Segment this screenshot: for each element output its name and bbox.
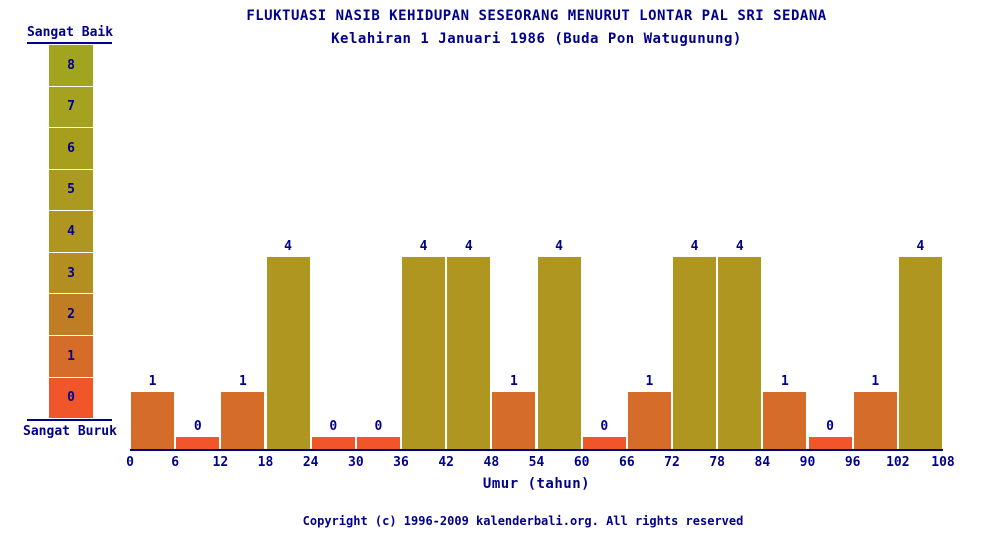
x-axis-tick-label: 48 bbox=[483, 455, 500, 470]
x-axis-tick-label: 18 bbox=[257, 455, 274, 470]
bar bbox=[131, 392, 175, 449]
x-axis-tick-label: 108 bbox=[931, 455, 955, 470]
bar-chart-plot: 1 0 1 4 0 0 4 4 1 4 0 1 4 4 1 0 1 4 0 6 12 18 24 30 36 42 48 54 60 66… bbox=[126, 57, 955, 470]
x-axis-tick-label: 66 bbox=[619, 455, 635, 470]
bar bbox=[537, 257, 581, 449]
bar-value-label: 4 bbox=[916, 239, 925, 254]
x-axis-tick-label: 0 bbox=[126, 455, 134, 470]
bar bbox=[311, 437, 355, 449]
x-axis-tick-label: 42 bbox=[438, 455, 454, 470]
legend-best-label: Sangat Baik bbox=[26, 25, 114, 40]
x-axis-tick-label: 36 bbox=[393, 455, 409, 470]
bar-value-label: 4 bbox=[464, 239, 473, 254]
bar bbox=[402, 257, 446, 449]
x-axis-tick-label: 12 bbox=[212, 455, 229, 470]
x-axis-tick-label: 6 bbox=[171, 455, 180, 470]
chart-subtitle: Kelahiran 1 Januari 1986 (Buda Pon Watug… bbox=[331, 31, 742, 47]
bar bbox=[447, 257, 491, 449]
bar bbox=[356, 437, 400, 449]
bar bbox=[176, 437, 220, 449]
bar bbox=[221, 392, 265, 449]
bar bbox=[763, 392, 807, 449]
bar-value-label: 1 bbox=[871, 374, 880, 389]
legend-cell-5: 5 bbox=[49, 169, 93, 211]
x-axis-tick-label: 84 bbox=[754, 455, 771, 470]
bar-value-label: 0 bbox=[329, 419, 338, 434]
bar bbox=[266, 257, 310, 449]
bar bbox=[673, 257, 717, 449]
copyright-text: Copyright (c) 1996-2009 kalenderbali.org… bbox=[302, 514, 744, 528]
bar bbox=[898, 257, 942, 449]
legend-cell-1: 1 bbox=[49, 335, 93, 377]
x-axis-tick-label: 54 bbox=[528, 455, 545, 470]
legend-cell-2: 2 bbox=[49, 294, 93, 335]
x-axis-tick-label: 78 bbox=[709, 455, 725, 470]
bar-value-label: 0 bbox=[193, 419, 202, 434]
legend-top-divider bbox=[27, 42, 112, 44]
x-axis-line bbox=[130, 449, 943, 451]
bar-value-label: 0 bbox=[600, 419, 609, 434]
bar-value-label: 1 bbox=[780, 374, 789, 389]
bar-value-label: 4 bbox=[284, 239, 292, 254]
bar bbox=[627, 392, 671, 449]
bar-value-label: 1 bbox=[238, 374, 247, 389]
legend-cell-3: 3 bbox=[49, 252, 93, 294]
x-axis-tick-label: 90 bbox=[799, 455, 816, 470]
bar-value-label: 4 bbox=[690, 239, 699, 254]
legend-cell-8: 8 bbox=[49, 45, 93, 86]
bar-value-label: 1 bbox=[148, 374, 157, 389]
bar-value-label: 0 bbox=[374, 419, 383, 434]
legend-cell-7: 7 bbox=[49, 86, 93, 128]
bar-value-label: 4 bbox=[419, 239, 428, 254]
bar-value-label: 4 bbox=[735, 239, 744, 254]
bar bbox=[582, 437, 626, 449]
legend-bottom-divider bbox=[27, 419, 112, 421]
x-axis-tick-label: 60 bbox=[573, 455, 590, 470]
bar bbox=[853, 392, 897, 449]
bar bbox=[492, 392, 536, 449]
chart-title: FLUKTUASI NASIB KEHIDUPAN SESEORANG MENU… bbox=[246, 8, 827, 24]
x-axis-tick-label: 30 bbox=[348, 455, 364, 470]
legend-worst-label: Sangat Buruk bbox=[23, 424, 117, 439]
x-axis-tick-label: 96 bbox=[844, 455, 861, 470]
bar bbox=[808, 437, 852, 449]
x-axis-tick-label: 72 bbox=[664, 455, 680, 470]
bar bbox=[718, 257, 762, 449]
x-axis-tick-label: 24 bbox=[302, 455, 319, 470]
bar-value-label: 1 bbox=[645, 374, 654, 389]
legend-cell-4: 4 bbox=[49, 211, 93, 252]
legend-cell-6: 6 bbox=[49, 128, 93, 169]
bar-value-label: 0 bbox=[826, 419, 834, 434]
legend-cell-0: 0 bbox=[49, 377, 93, 419]
bar-value-label: 4 bbox=[555, 239, 563, 254]
bar-value-label: 1 bbox=[509, 374, 518, 389]
x-axis-tick-label: 102 bbox=[886, 455, 910, 470]
x-axis-title: Umur (tahun) bbox=[482, 476, 591, 492]
